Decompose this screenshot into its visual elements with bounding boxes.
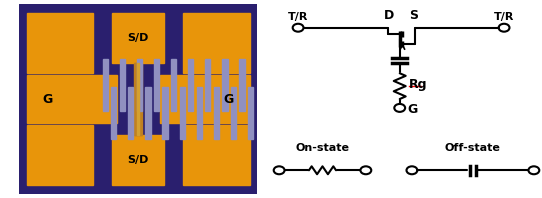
Bar	[112, 135, 164, 185]
Bar	[27, 125, 93, 185]
Bar	[137, 63, 139, 135]
Bar	[27, 75, 117, 123]
Bar	[214, 87, 219, 139]
Bar	[134, 63, 142, 135]
Text: S/D: S/D	[127, 33, 149, 43]
Bar	[183, 125, 250, 185]
Bar	[102, 59, 108, 111]
Bar	[154, 59, 159, 111]
Bar	[179, 87, 185, 139]
Text: D: D	[384, 9, 394, 22]
Bar	[145, 87, 151, 139]
Bar	[159, 75, 250, 123]
Text: T/R: T/R	[288, 12, 308, 22]
Bar	[197, 87, 202, 139]
Text: S/D: S/D	[127, 155, 149, 165]
Text: On-state: On-state	[295, 143, 350, 153]
Bar	[128, 87, 133, 139]
Text: Off-state: Off-state	[445, 143, 501, 153]
Bar	[205, 59, 210, 111]
Text: S: S	[409, 9, 418, 22]
Bar	[27, 13, 93, 73]
Bar	[120, 59, 125, 111]
Bar	[248, 87, 253, 139]
Bar	[222, 59, 228, 111]
Bar	[188, 59, 193, 111]
Bar	[111, 87, 117, 139]
Bar	[112, 13, 164, 63]
Bar	[183, 13, 250, 73]
Text: G: G	[43, 92, 53, 106]
Text: G: G	[408, 103, 417, 116]
Text: Rg: Rg	[409, 78, 428, 91]
Bar	[171, 59, 176, 111]
Bar	[240, 59, 244, 111]
Text: G: G	[223, 92, 234, 106]
Bar	[137, 59, 142, 111]
Text: T/R: T/R	[494, 12, 514, 22]
Bar	[163, 87, 167, 139]
Bar	[231, 87, 236, 139]
